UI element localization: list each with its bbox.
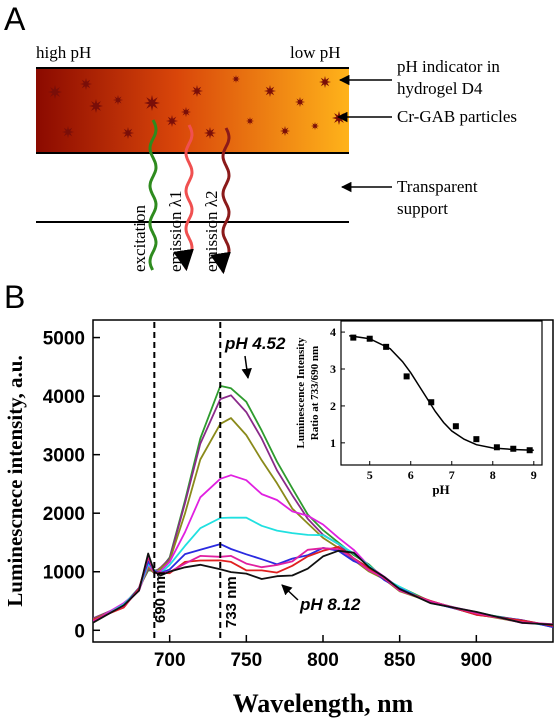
inset-x-tick-label: 8 [490,468,496,482]
emission2-wave [210,127,231,275]
main-spectrum-chart: 700 750 800 850 900 0 1000 2000 3000 4000 5000 Wa… [3,319,554,718]
main-vertical-lines [153,322,222,642]
label-690-nm: 690 nm [152,571,169,623]
particle [280,126,290,136]
particle [264,85,276,97]
main-x-ticks: 700 750 800 850 900 [154,635,492,671]
main-y-tick-label: 2000 [43,504,85,525]
inset-data-point [510,445,517,452]
particle [89,99,103,113]
excitation-label: excitation [130,204,149,272]
inset-data-point [452,423,459,430]
main-y-tick-label: 0 [74,621,85,642]
inset-y-axis-label-line2: Ratio at 733/690 nm [309,346,321,440]
high-ph-label: high pH [36,43,91,62]
inset-data-point [366,335,373,342]
ph-4-52-arrow [241,355,252,380]
main-x-tick-label: 850 [384,650,416,671]
support-label-line2: support [397,199,448,218]
main-y-tick-label: 3000 [43,446,85,467]
main-y-tick-label: 4000 [43,387,85,408]
indicator-label-line1: pH indicator in [397,57,500,76]
inset-x-tick-label: 7 [449,468,455,482]
inset-x-tick-label: 5 [367,468,373,482]
support-label-line1: Transparent [397,177,478,196]
particle [232,75,240,83]
particle [204,127,216,139]
panel-b-letter: B [4,279,25,315]
inset-data-point [493,444,500,451]
inset-data-point [403,373,410,380]
main-x-tick-label: 700 [154,650,186,671]
particle [311,122,319,130]
light-waves [148,119,231,275]
cr-gab-particles [48,75,346,139]
inset-points [350,334,533,454]
main-y-tick-label: 1000 [43,563,85,584]
inset-y-tick-label: 1 [330,436,336,450]
excitation-wave [148,119,158,271]
inset-x-tick-label: 9 [531,468,537,482]
label-733-nm: 733 nm [223,576,240,628]
main-y-axis-label: Luminescnece intensity, a.u. [3,355,27,606]
panel-a-letter: A [4,1,26,37]
low-ph-label: low pH [290,43,341,62]
inset-x-tick-label: 6 [408,468,414,482]
main-y-tick-label: 5000 [43,329,85,350]
inset-data-point [473,436,480,443]
inset-x-ticks: 5 6 7 8 9 [367,461,537,482]
inset-fit-curve [349,335,534,451]
particle [191,85,203,97]
particle [80,78,92,90]
particle [295,97,305,107]
particles-label: Cr-GAB particles [397,107,517,126]
main-x-tick-label: 750 [230,650,262,671]
main-x-tick-label: 900 [460,650,492,671]
particle [246,117,254,125]
particle [48,85,62,99]
particle [181,107,191,117]
inset-y-ticks: 1 2 3 4 [330,325,345,450]
inset-y-tick-label: 4 [330,325,336,339]
inset-x-axis-label: pH [432,482,449,497]
inset-y-tick-label: 3 [330,362,336,376]
inset-data-point [428,399,435,406]
particle [166,115,178,127]
particle [62,126,74,138]
label-ph-8-12: pH 8.12 [299,595,361,614]
inset-data-point [383,343,390,350]
ph-8-12-arrow [281,584,299,601]
particle [113,95,123,105]
inset-data-point [526,447,533,454]
label-ph-4-52: pH 4.52 [224,334,286,353]
inset-ratio-chart: 5 6 7 8 9 1 2 3 4 pH Luminescence Intensity Rat… [295,320,543,497]
particle [144,95,160,111]
indicator-label-line2: hydrogel D4 [397,79,483,98]
inset-y-tick-label: 2 [330,399,336,413]
emission1-wave [173,124,194,272]
inset-y-axis-label-line1: Luminescence Intensity [295,337,307,448]
particle [319,76,331,88]
main-x-tick-label: 800 [307,650,339,671]
inset-data-point [350,334,357,341]
particle [332,111,346,125]
emission2-label: emission λ2 [202,191,221,272]
main-y-ticks: 0 1000 2000 3000 4000 5000 [43,329,100,642]
main-x-axis-label: Wavelength, nm [233,689,414,718]
emission1-label: emission λ1 [166,191,185,272]
particle [122,127,134,139]
inset-plot-frame [340,320,543,466]
